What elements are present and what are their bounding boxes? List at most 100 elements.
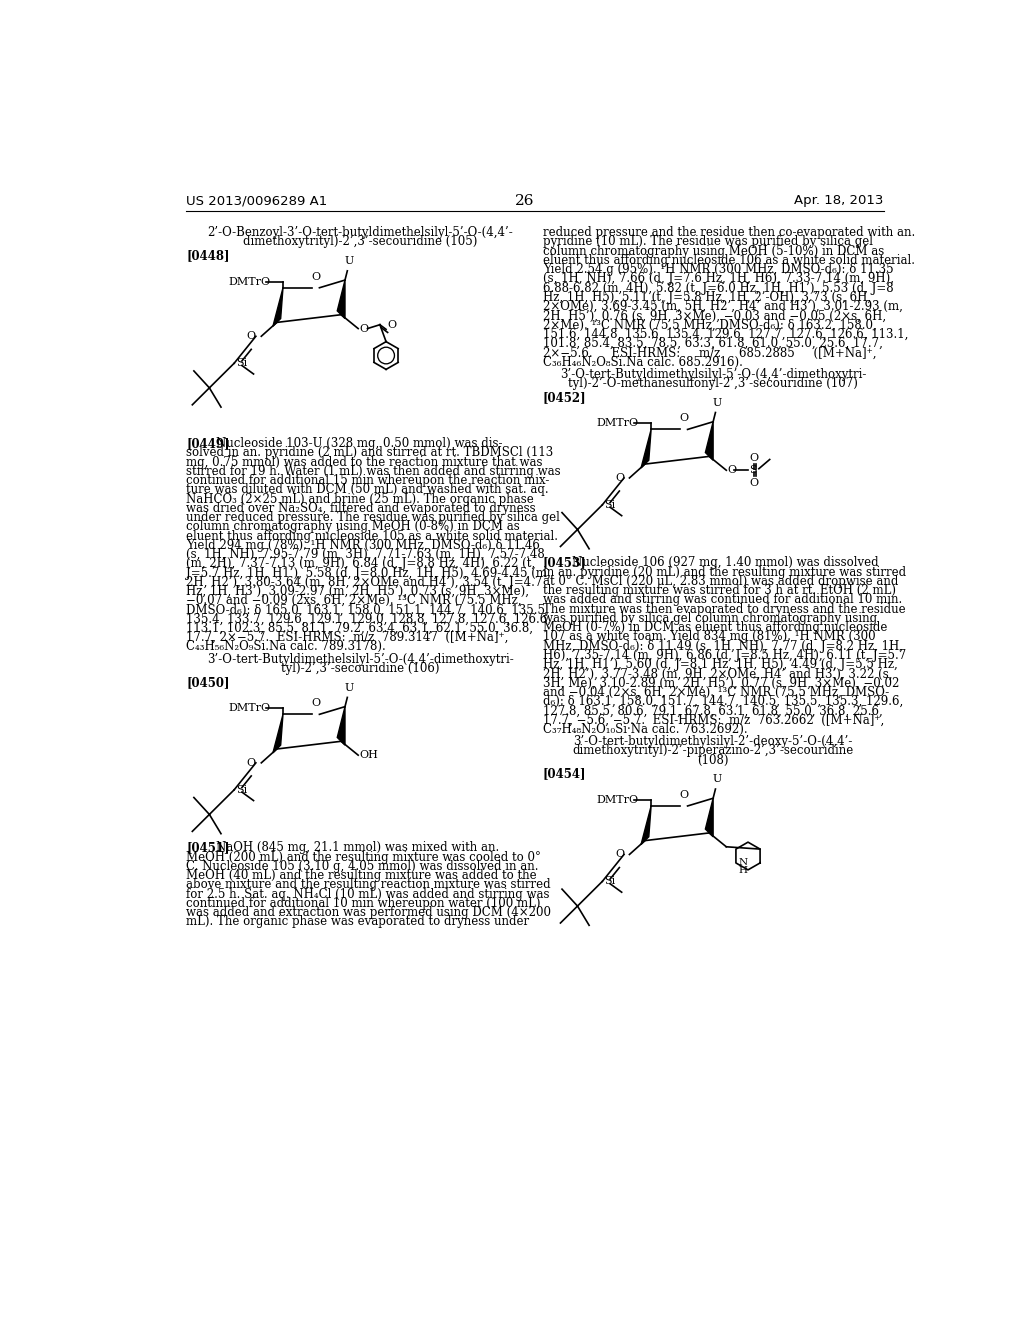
Text: tyl)-2’-O-methanesulfonyl-2’,3’-secouridine (107): tyl)-2’-O-methanesulfonyl-2’,3’-secourid… xyxy=(568,378,858,391)
Text: 6.88-6.82 (m, 4H), 5.82 (t, J=6.0 Hz, 1H, H1’), 5.53 (d, J=8: 6.88-6.82 (m, 4H), 5.82 (t, J=6.0 Hz, 1H… xyxy=(543,281,893,294)
Text: 26: 26 xyxy=(515,194,535,207)
Text: for 2.5 h. Sat. aq. NH₄Cl (10 mL) was added and stirring was: for 2.5 h. Sat. aq. NH₄Cl (10 mL) was ad… xyxy=(186,887,550,900)
Text: C₄₃H₅₆N₂O₉Si.Na calc. 789.3178).: C₄₃H₅₆N₂O₉Si.Na calc. 789.3178). xyxy=(186,640,386,653)
Text: MeOH (40 mL) and the resulting mixture was added to the: MeOH (40 mL) and the resulting mixture w… xyxy=(186,869,537,882)
Text: Hz, 1H, H3’), 3.09-2.97 (m, 2H, H5’), 0.73 (s, 9H, 3×Me),: Hz, 1H, H3’), 3.09-2.97 (m, 2H, H5’), 0.… xyxy=(186,585,529,598)
Text: J=5.7 Hz, 1H, H1’), 5.58 (d, J=8.0 Hz, 1H, H5), 4.69-4.45 (m,: J=5.7 Hz, 1H, H1’), 5.58 (d, J=8.0 Hz, 1… xyxy=(186,566,551,579)
Text: (108): (108) xyxy=(697,754,729,767)
Text: O: O xyxy=(388,319,396,330)
Text: was purified by silica gel column chromatography using: was purified by silica gel column chroma… xyxy=(543,612,877,624)
Text: 2H, H2’), 3.80-3.64 (m, 8H, 2×OMe and H4’), 3.54 (t, J=4.7: 2H, H2’), 3.80-3.64 (m, 8H, 2×OMe and H4… xyxy=(186,576,543,589)
Text: [0449]: [0449] xyxy=(186,437,229,450)
Text: column chromatography using MeOH (5-10%) in DCM as: column chromatography using MeOH (5-10%)… xyxy=(543,244,884,257)
Text: O: O xyxy=(311,272,321,281)
Text: (s, 1H, NH), 7.95-7.79 (m, 3H), 7.71-7.63 (m, 1H), 7.57-7.48: (s, 1H, NH), 7.95-7.79 (m, 3H), 7.71-7.6… xyxy=(186,548,545,561)
Polygon shape xyxy=(641,807,651,845)
Text: dimethoxytrityl)-2’,3’-secouridine (105): dimethoxytrityl)-2’,3’-secouridine (105) xyxy=(244,235,477,248)
Text: d₆): δ 163.1, 158.0, 151.7, 144.7, 140.5, 135.5, 135.3, 129.6,: d₆): δ 163.1, 158.0, 151.7, 144.7, 140.5… xyxy=(543,696,903,708)
Text: H6), 7.35-7.14 (m, 9H), 6.86 (d, J=8.5 Hz, 4H), 6.11 (t, J=5.7: H6), 7.35-7.14 (m, 9H), 6.86 (d, J=8.5 H… xyxy=(543,649,906,661)
Text: 2H, H2’), 3.77-3.48 (m, 9H, 2×OMe, H4’ and H3’), 3.22 (s,: 2H, H2’), 3.77-3.48 (m, 9H, 2×OMe, H4’ a… xyxy=(543,668,892,680)
Text: NaHCO₃ (2×25 mL) and brine (25 mL). The organic phase: NaHCO₃ (2×25 mL) and brine (25 mL). The … xyxy=(186,492,534,506)
Text: DMSO-d₆): δ 165.0, 163.1, 158.0, 151.1, 144.7, 140.6, 135.5,: DMSO-d₆): δ 165.0, 163.1, 158.0, 151.1, … xyxy=(186,603,549,616)
Text: was dried over Na₂SO₄, filtered and evaporated to dryness: was dried over Na₂SO₄, filtered and evap… xyxy=(186,502,536,515)
Text: pyridine (10 mL). The residue was purified by silica gel: pyridine (10 mL). The residue was purifi… xyxy=(543,235,872,248)
Text: 107 as a white foam. Yield 834 mg (81%). ¹H NMR (300: 107 as a white foam. Yield 834 mg (81%).… xyxy=(543,631,876,643)
Text: C₃₆H₄₆N₂O₈Si.Na calc. 685.2916).: C₃₆H₄₆N₂O₈Si.Na calc. 685.2916). xyxy=(543,355,742,368)
Polygon shape xyxy=(706,422,713,461)
Text: [0453]: [0453] xyxy=(543,557,587,569)
Text: O: O xyxy=(679,413,688,424)
Text: US 2013/0096289 A1: US 2013/0096289 A1 xyxy=(186,194,328,207)
Text: and −0.04 (2×s, 6H, 2×Me). ¹³C NMR (75.5 MHz, DMSO-: and −0.04 (2×s, 6H, 2×Me). ¹³C NMR (75.5… xyxy=(543,686,889,698)
Text: dimethoxytrityl)-2’-piperazino-2’,3’-secouridine: dimethoxytrityl)-2’-piperazino-2’,3’-sec… xyxy=(572,744,854,758)
Text: ture was diluted with DCM (50 mL) and washed with sat. aq.: ture was diluted with DCM (50 mL) and wa… xyxy=(186,483,549,496)
Text: U: U xyxy=(344,682,353,693)
Text: O: O xyxy=(750,478,759,487)
Text: DMTrO: DMTrO xyxy=(597,418,639,428)
Text: continued for additional 15 min whereupon the reaction mix-: continued for additional 15 min whereupo… xyxy=(186,474,550,487)
Text: Si: Si xyxy=(604,876,615,887)
Text: [0448]: [0448] xyxy=(186,249,229,263)
Text: O: O xyxy=(247,758,256,768)
Text: The mixture was then evaporated to dryness and the residue: The mixture was then evaporated to dryne… xyxy=(543,603,905,615)
Text: 3’-O-tert-butyldimethylsilyl-2’-deoxy-5’-O-(4,4’-: 3’-O-tert-butyldimethylsilyl-2’-deoxy-5’… xyxy=(573,735,853,748)
Text: eluent thus affording nucleoside 105 as a white solid material.: eluent thus affording nucleoside 105 as … xyxy=(186,529,558,543)
Text: 17.7, −5.6, −5.7.  ESI-HRMS:  m/z  763.2662  ([M+Na]⁺,: 17.7, −5.6, −5.7. ESI-HRMS: m/z 763.2662… xyxy=(543,714,884,726)
Text: the resulting mixture was stirred for 3 h at rt. EtOH (2 mL): the resulting mixture was stirred for 3 … xyxy=(543,585,896,597)
Text: S: S xyxy=(750,465,757,475)
Text: O: O xyxy=(614,473,624,483)
Text: Si: Si xyxy=(236,785,247,795)
Text: DMTrO: DMTrO xyxy=(597,795,639,805)
Text: O: O xyxy=(728,465,737,475)
Text: 2H, H5’), 0.76 (s, 9H, 3×Me), −0.03 and −0.05 (2×s, 6H,: 2H, H5’), 0.76 (s, 9H, 3×Me), −0.03 and … xyxy=(543,309,886,322)
Text: NaOH (845 mg, 21.1 mmol) was mixed with an.: NaOH (845 mg, 21.1 mmol) was mixed with … xyxy=(216,841,499,854)
Text: in an. pyridine (20 mL) and the resulting mixture was stirred: in an. pyridine (20 mL) and the resultin… xyxy=(543,566,906,578)
Text: U: U xyxy=(713,775,722,784)
Text: 3H, Me), 3.10-2.89 (m, 2H, H5’), 0.77 (s, 9H, 3×Me), −0.02: 3H, Me), 3.10-2.89 (m, 2H, H5’), 0.77 (s… xyxy=(543,677,899,689)
Text: (m, 2H), 7.37-7.13 (m, 9H), 6.84 (d, J=8.8 Hz, 4H), 6.22 (t,: (m, 2H), 7.37-7.13 (m, 9H), 6.84 (d, J=8… xyxy=(186,557,536,570)
Text: Hz, 1H, H1’), 5.60 (d, J=8.1 Hz, 1H, H5), 4.49 (d, J=5.5 Hz,: Hz, 1H, H1’), 5.60 (d, J=8.1 Hz, 1H, H5)… xyxy=(543,659,897,671)
Text: O: O xyxy=(614,850,624,859)
Text: 3’-O-tert-Butyldimethylsilyl-5’-O-(4,4’-dimethoxytri-: 3’-O-tert-Butyldimethylsilyl-5’-O-(4,4’-… xyxy=(560,368,866,381)
Text: Apr. 18, 2013: Apr. 18, 2013 xyxy=(795,194,884,207)
Text: O: O xyxy=(750,453,759,463)
Text: Yield 294 mg (78%). ¹H NMR (300 MHz, DMSO-d₆) δ 11.46: Yield 294 mg (78%). ¹H NMR (300 MHz, DMS… xyxy=(186,539,540,552)
Text: 2×−5.6.     ESI-HRMS:     m/z     685.2885     ([M+Na]⁺,: 2×−5.6. ESI-HRMS: m/z 685.2885 ([M+Na]⁺, xyxy=(543,346,877,359)
Polygon shape xyxy=(273,288,283,326)
Text: above mixture and the resulting reaction mixture was stirred: above mixture and the resulting reaction… xyxy=(186,878,551,891)
Text: U: U xyxy=(713,397,722,408)
Text: under reduced pressure. The residue was purified by silica gel: under reduced pressure. The residue was … xyxy=(186,511,560,524)
Text: 3’-O-tert-Butyldimethelsilyl-5’-O-(4,4’-dimethoxytri-: 3’-O-tert-Butyldimethelsilyl-5’-O-(4,4’-… xyxy=(207,653,514,665)
Text: DMTrO: DMTrO xyxy=(228,277,271,286)
Text: 2×OMe), 3.69-3.45 (m, 5H, H2’, H4’ and H3’), 3.01-2.93 (m,: 2×OMe), 3.69-3.45 (m, 5H, H2’, H4’ and H… xyxy=(543,300,902,313)
Text: [0451]: [0451] xyxy=(186,841,229,854)
Text: Nucleoside 103-U (328 mg, 0.50 mmol) was dis-: Nucleoside 103-U (328 mg, 0.50 mmol) was… xyxy=(216,437,502,450)
Text: 2’-O-Benzoyl-3’-O-tert-butyldimethelsilyl-5’-O-(4,4’-: 2’-O-Benzoyl-3’-O-tert-butyldimethelsily… xyxy=(208,226,513,239)
Text: 127.8, 85.5, 80.6, 79.1, 67.8, 63.1, 61.8, 55.0, 36.8, 25.6,: 127.8, 85.5, 80.6, 79.1, 67.8, 63.1, 61.… xyxy=(543,705,883,717)
Text: Yield 2.54 g (95%). ¹H NMR (300 MHz, DMSO-d₆): δ 11.35: Yield 2.54 g (95%). ¹H NMR (300 MHz, DMS… xyxy=(543,263,893,276)
Text: −0.07 and −0.09 (2xs, 6H, 2×Me). ¹³C NMR (75.5 MHz,: −0.07 and −0.09 (2xs, 6H, 2×Me). ¹³C NMR… xyxy=(186,594,521,607)
Text: O: O xyxy=(679,789,688,800)
Text: column chromatography using MeOH (0-8%) in DCM as: column chromatography using MeOH (0-8%) … xyxy=(186,520,520,533)
Text: DMTrO: DMTrO xyxy=(228,704,271,713)
Polygon shape xyxy=(337,280,345,318)
Text: C₃₇H₄₈N₂O₁₀Si·Na calc. 763.2692).: C₃₇H₄₈N₂O₁₀Si·Na calc. 763.2692). xyxy=(543,723,748,735)
Text: stirred for 19 h. Water (1 mL) was then added and stirring was: stirred for 19 h. Water (1 mL) was then … xyxy=(186,465,561,478)
Text: was added and extraction was performed using DCM (4×200: was added and extraction was performed u… xyxy=(186,906,551,919)
Text: MHz, DMSO-d₆): δ 11.49 (s, 1H, NH), 7.77 (d, J=8.2 Hz, 1H,: MHz, DMSO-d₆): δ 11.49 (s, 1H, NH), 7.77… xyxy=(543,640,902,652)
Text: was added and stirring was continued for additional 10 min.: was added and stirring was continued for… xyxy=(543,594,902,606)
Text: 2×Me). ¹³C NMR (75.5 MHz, DMSO-d₆): δ 163.2, 158.0,: 2×Me). ¹³C NMR (75.5 MHz, DMSO-d₆): δ 16… xyxy=(543,318,877,331)
Text: 135.4, 133.7, 129.6, 129.1, 129.0, 128.8, 127.8, 127.6, 126.6,: 135.4, 133.7, 129.6, 129.1, 129.0, 128.8… xyxy=(186,612,551,626)
Text: reduced pressure and the residue then co-evaporated with an.: reduced pressure and the residue then co… xyxy=(543,226,914,239)
Text: (s, 1H, NH), 7.66 (d, J=7.6 Hz, 1H, H6), 7.33-7.14 (m, 9H),: (s, 1H, NH), 7.66 (d, J=7.6 Hz, 1H, H6),… xyxy=(543,272,894,285)
Polygon shape xyxy=(337,706,345,744)
Polygon shape xyxy=(273,714,283,752)
Text: H: H xyxy=(738,866,748,875)
Text: 151.6, 144.8, 135.6, 135.4, 129.6, 127.7, 127.6, 126.6, 113.1,: 151.6, 144.8, 135.6, 135.4, 129.6, 127.7… xyxy=(543,327,908,341)
Text: O: O xyxy=(359,323,369,334)
Text: solved in an. pyridine (2 mL) and stirred at rt. TBDMSCl (113: solved in an. pyridine (2 mL) and stirre… xyxy=(186,446,553,459)
Text: C. Nucleoside 105 (3.10 g, 4.05 mmol) was dissolved in an.: C. Nucleoside 105 (3.10 g, 4.05 mmol) wa… xyxy=(186,859,539,873)
Text: Si: Si xyxy=(236,358,247,368)
Text: tyl)-2’,3’-secouridine (106): tyl)-2’,3’-secouridine (106) xyxy=(282,663,439,675)
Polygon shape xyxy=(641,429,651,469)
